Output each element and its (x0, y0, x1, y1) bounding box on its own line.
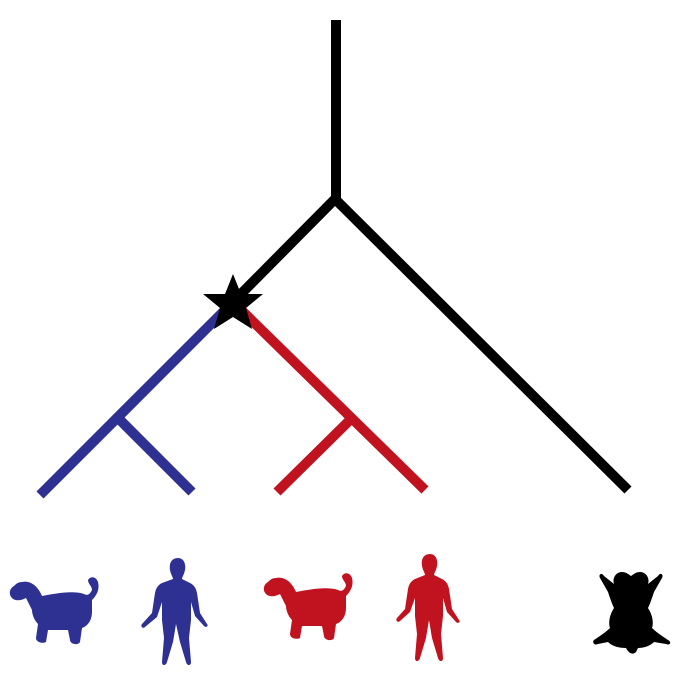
red-clade-stem (229, 298, 429, 494)
human-silhouette-icon (396, 554, 460, 661)
dog-silhouette-icon (263, 573, 353, 641)
left-stem-branch (229, 194, 340, 306)
blue-clade (36, 298, 237, 499)
blue-clade-inner-branch (114, 414, 196, 496)
blue-clade-stem (36, 298, 237, 499)
frog-silhouette-icon (593, 572, 671, 654)
dog-silhouette-icon (9, 577, 99, 645)
red-clade-inner-branch (273, 414, 356, 496)
star-icon (203, 274, 263, 329)
trunk-branches (229, 20, 632, 494)
outgroup-branch (330, 194, 632, 494)
red-clade (229, 298, 429, 496)
human-silhouette-icon (141, 558, 208, 665)
